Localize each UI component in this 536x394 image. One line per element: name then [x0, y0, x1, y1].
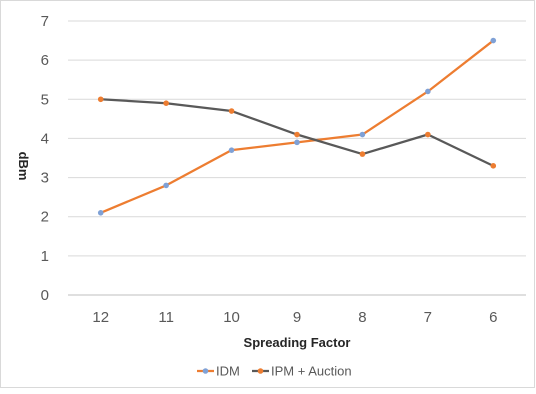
series-2-point — [490, 163, 497, 169]
series-1-point — [228, 147, 235, 153]
y-tick-label: 7 — [41, 13, 49, 30]
y-axis-ticks: 0 1 2 3 4 5 6 7 — [41, 13, 49, 304]
x-tick-label: 9 — [293, 309, 301, 326]
series-1-point — [97, 210, 104, 216]
y-tick-label: 5 — [41, 91, 49, 108]
y-axis-title: dBm — [16, 152, 31, 181]
x-tick-label: 10 — [223, 309, 240, 326]
series-2-point — [163, 100, 169, 106]
x-tick-label: 11 — [158, 309, 174, 326]
series-2-point — [97, 96, 104, 103]
x-tick-label: 12 — [92, 309, 109, 326]
series-1-point — [359, 131, 366, 138]
legend-label: IDM — [216, 364, 240, 379]
y-tick-label: 2 — [41, 209, 49, 226]
series-2-point — [294, 131, 300, 138]
y-tick-label: 4 — [41, 130, 49, 147]
y-tick-label: 3 — [41, 170, 49, 187]
gridlines — [68, 20, 526, 296]
series-1-point — [294, 139, 300, 146]
legend-label: IPM + Auction — [271, 364, 352, 379]
y-tick-label: 0 — [41, 287, 49, 304]
x-axis-title: Spreading Factor — [244, 335, 351, 350]
series-2-point — [425, 131, 431, 138]
y-tick-label: 1 — [41, 248, 49, 265]
x-tick-label: 8 — [358, 309, 366, 326]
x-axis-ticks: 12 11 10 9 8 7 6 — [92, 309, 497, 326]
series-1-point — [490, 37, 497, 44]
legend-marker — [257, 368, 264, 374]
series-2-point — [228, 108, 235, 114]
series-line-1 — [99, 39, 495, 214]
series-1-point — [163, 182, 169, 189]
legend: IDM IPM + Auction — [197, 364, 352, 379]
x-tick-label: 6 — [489, 309, 497, 326]
x-tick-label: 7 — [424, 309, 432, 326]
legend-marker — [202, 368, 209, 374]
y-tick-label: 6 — [41, 52, 49, 69]
series-1-point — [425, 88, 431, 95]
series-2-point — [359, 151, 366, 157]
series-group — [97, 37, 497, 216]
